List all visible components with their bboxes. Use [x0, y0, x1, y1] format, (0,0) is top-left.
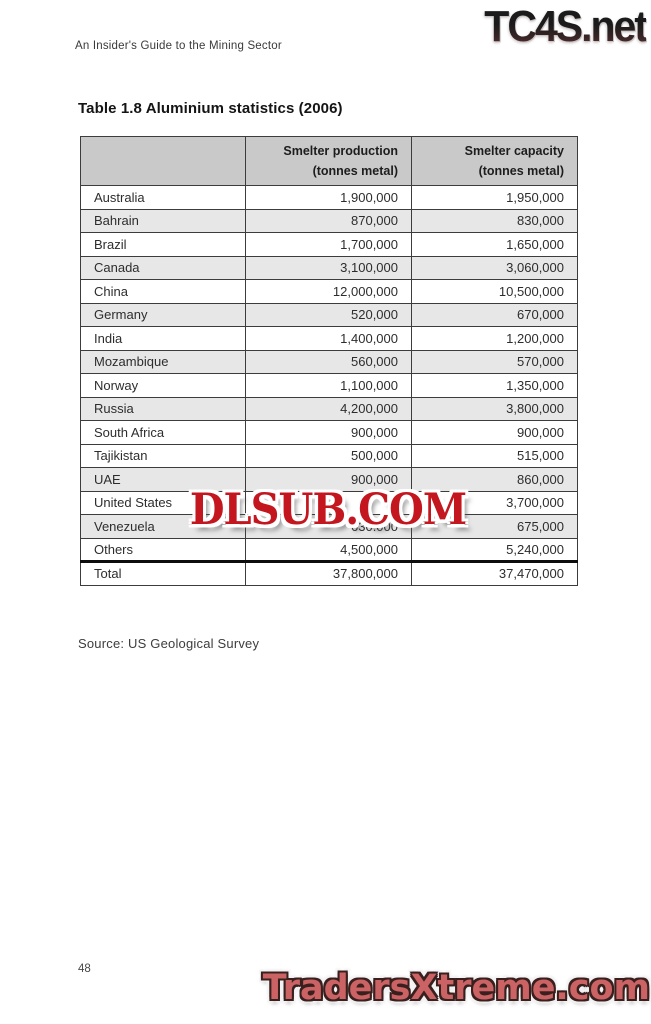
cell-production: 12,000,000 — [245, 279, 412, 304]
aluminium-statistics-table: Smelter production (tonnes metal) Smelte… — [80, 136, 578, 586]
table-row: United States 3,700,000 — [80, 490, 578, 515]
cell-country: Canada — [80, 255, 246, 280]
cell-country: Tajikistan — [80, 443, 246, 468]
cell-capacity: 5,240,000 — [411, 537, 578, 562]
cell-country: Australia — [80, 185, 246, 210]
tradersxtreme-watermark: TradersXtreme.com — [262, 968, 650, 1008]
tc4s-watermark-logo: TC4S.net — [484, 2, 648, 51]
header-smelter-capacity: Smelter capacity (tonnes metal) — [411, 136, 578, 186]
running-head: An Insider's Guide to the Mining Sector — [75, 40, 282, 52]
cell-country: Norway — [80, 373, 246, 398]
cell-production: 500,000 — [245, 443, 412, 468]
cell-country: Others — [80, 537, 246, 562]
cell-production: 1,900,000 — [245, 185, 412, 210]
cell-country: Germany — [80, 302, 246, 327]
cell-production: 560,000 — [245, 349, 412, 374]
cell-country: Mozambique — [80, 349, 246, 374]
cell-capacity: 570,000 — [411, 349, 578, 374]
table-row: Norway 1,100,000 1,350,000 — [80, 373, 578, 398]
cell-capacity: 1,350,000 — [411, 373, 578, 398]
cell-production: 1,400,000 — [245, 326, 412, 351]
header-capacity-line1: Smelter capacity — [464, 144, 564, 158]
cell-capacity: 10,500,000 — [411, 279, 578, 304]
header-smelter-production: Smelter production (tonnes metal) — [245, 136, 412, 186]
table-row: UAE 900,000 860,000 — [80, 467, 578, 492]
table-body: Australia 1,900,000 1,950,000 Bahrain 870,00… — [80, 185, 578, 586]
cell-capacity: 3,060,000 — [411, 255, 578, 280]
cell-capacity: 830,000 — [411, 208, 578, 233]
table-row: South Africa 900,000 900,000 — [80, 420, 578, 445]
cell-capacity: 1,950,000 — [411, 185, 578, 210]
table-row: Germany 520,000 670,000 — [80, 302, 578, 327]
cell-capacity: 675,000 — [411, 514, 578, 539]
cell-capacity: 37,470,000 — [411, 560, 578, 586]
table-row: Russia 4,200,000 3,800,000 — [80, 396, 578, 421]
table-row: Others 4,500,000 5,240,000 — [80, 537, 578, 562]
table-row: Canada 3,100,000 3,060,000 — [80, 255, 578, 280]
table-row: China 12,000,000 10,500,000 — [80, 279, 578, 304]
source-line: Source: US Geological Survey — [78, 636, 260, 651]
cell-capacity: 515,000 — [411, 443, 578, 468]
table-title: Table 1.8 Aluminium statistics (2006) — [78, 100, 343, 117]
table-row: Total 37,800,000 37,470,000 — [80, 560, 578, 586]
cell-production: 3,100,000 — [245, 255, 412, 280]
dlsub-watermark: DLSUB.COM — [189, 484, 467, 535]
cell-production: 630.000 — [245, 514, 412, 539]
cell-production: 4,500,000 — [245, 537, 412, 562]
cell-production — [245, 490, 412, 515]
cell-country: Russia — [80, 396, 246, 421]
cell-production: 870,000 — [245, 208, 412, 233]
cell-country: Bahrain — [80, 208, 246, 233]
cell-capacity: 3,800,000 — [411, 396, 578, 421]
cell-production: 1,100,000 — [245, 373, 412, 398]
cell-country: China — [80, 279, 246, 304]
table-row: Tajikistan 500,000 515,000 — [80, 443, 578, 468]
cell-production: 900,000 — [245, 467, 412, 492]
cell-capacity: 670,000 — [411, 302, 578, 327]
cell-country: India — [80, 326, 246, 351]
cell-production: 37,800,000 — [245, 560, 412, 586]
cell-capacity: 860,000 — [411, 467, 578, 492]
cell-production: 900,000 — [245, 420, 412, 445]
page-number: 48 — [78, 963, 91, 975]
cell-capacity: 1,650,000 — [411, 232, 578, 257]
table-row: India 1,400,000 1,200,000 — [80, 326, 578, 351]
table-row: Brazil 1,700,000 1,650,000 — [80, 232, 578, 257]
cell-country: Brazil — [80, 232, 246, 257]
header-country — [80, 136, 246, 186]
statistics-table-wrap: Smelter production (tonnes metal) Smelte… — [80, 136, 578, 586]
table-header: Smelter production (tonnes metal) Smelte… — [80, 136, 578, 186]
cell-capacity: 3,700,000 — [411, 490, 578, 515]
cell-capacity: 1,200,000 — [411, 326, 578, 351]
header-production-line1: Smelter production — [283, 144, 398, 158]
cell-country: United States — [80, 490, 246, 515]
cell-country: Total — [80, 560, 246, 586]
cell-production: 4,200,000 — [245, 396, 412, 421]
cell-production: 1,700,000 — [245, 232, 412, 257]
table-row: Mozambique 560,000 570,000 — [80, 349, 578, 374]
table-row: Australia 1,900,000 1,950,000 — [80, 185, 578, 210]
cell-production: 520,000 — [245, 302, 412, 327]
cell-capacity: 900,000 — [411, 420, 578, 445]
header-capacity-line2: (tonnes metal) — [478, 164, 564, 178]
cell-country: South Africa — [80, 420, 246, 445]
table-row: Bahrain 870,000 830,000 — [80, 208, 578, 233]
header-production-line2: (tonnes metal) — [312, 164, 398, 178]
cell-country: UAE — [80, 467, 246, 492]
